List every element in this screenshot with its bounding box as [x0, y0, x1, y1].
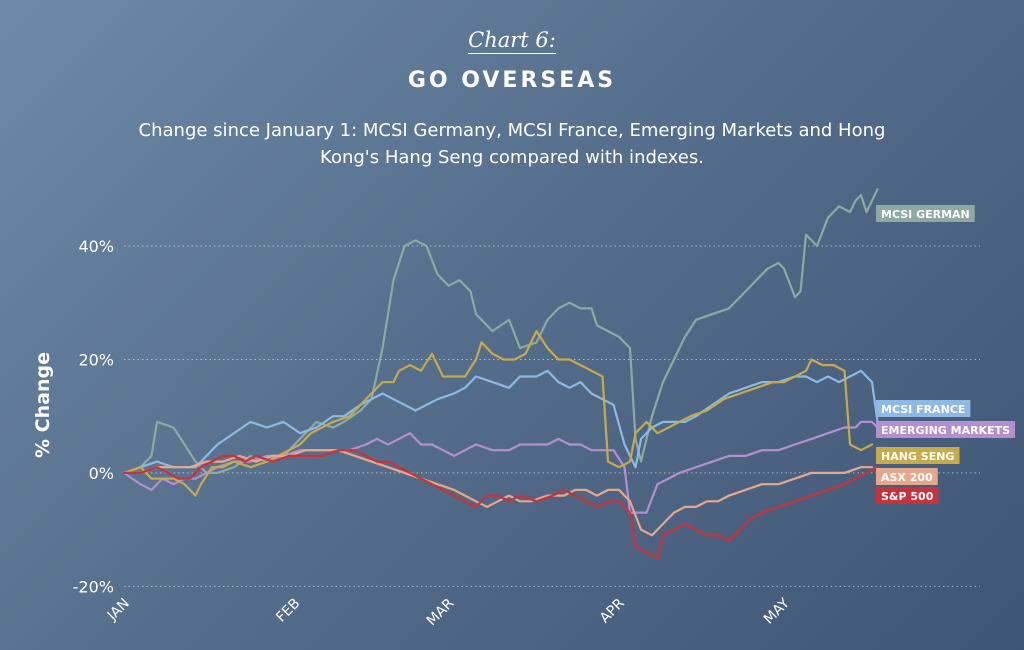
- series-label: HANG SENG: [876, 447, 960, 464]
- series-label-text: MCSI FRANCE: [881, 403, 965, 416]
- y-axis-ticks: 40% 20% 0% -20%: [73, 237, 114, 596]
- y-tick-label: -20%: [73, 577, 114, 596]
- x-tick-label: JAN: [104, 596, 133, 625]
- series-label: MCSI GERMAN: [876, 205, 975, 222]
- series-label-box: [876, 468, 938, 485]
- chart-title: GO OVERSEAS: [407, 68, 617, 93]
- y-axis-label: % Change: [32, 352, 54, 458]
- series-label-box: [876, 205, 975, 222]
- x-tick-label: MAR: [424, 595, 458, 629]
- series-label: MCSI FRANCE: [876, 400, 971, 417]
- series-line: [122, 449, 874, 537]
- series-line: [122, 369, 879, 474]
- series-line: [122, 330, 874, 497]
- chart-subtitle: Change since January 1: MCSI Germany, MC…: [138, 120, 886, 168]
- series-lines: [122, 188, 879, 560]
- x-tick-label: APR: [597, 595, 628, 626]
- series-label-box: [876, 447, 960, 464]
- series-label-box: [876, 421, 1016, 438]
- series-label-text: EMERGING MARKETS: [881, 424, 1010, 437]
- series-label-text: MCSI GERMAN: [881, 208, 970, 221]
- series-line: [122, 188, 879, 474]
- gridlines: [124, 245, 980, 587]
- series-label-box: [876, 400, 971, 417]
- series-label-text: S&P 500: [881, 490, 934, 503]
- y-tick-label: 40%: [78, 237, 114, 256]
- chart-kicker: Chart 6:: [468, 28, 556, 54]
- series-label-text: HANG SENG: [881, 450, 954, 463]
- x-tick-label: FEB: [273, 596, 303, 626]
- series-label-text: ASX 200: [881, 471, 933, 484]
- series-line: [122, 449, 879, 560]
- series-label: S&P 500: [876, 487, 939, 504]
- series-label: ASX 200: [876, 468, 938, 485]
- series-labels: MCSI GERMAN MCSI FRANCE EMERGING MARKETS HA…: [876, 205, 1016, 504]
- x-tick-label: MAY: [761, 595, 793, 627]
- y-tick-label: 0%: [89, 464, 114, 483]
- series-label-box: [876, 487, 939, 504]
- x-axis-ticks: JAN FEB MAR APR MAY: [104, 595, 793, 629]
- y-tick-label: 20%: [78, 350, 114, 369]
- series-label: EMERGING MARKETS: [876, 421, 1016, 438]
